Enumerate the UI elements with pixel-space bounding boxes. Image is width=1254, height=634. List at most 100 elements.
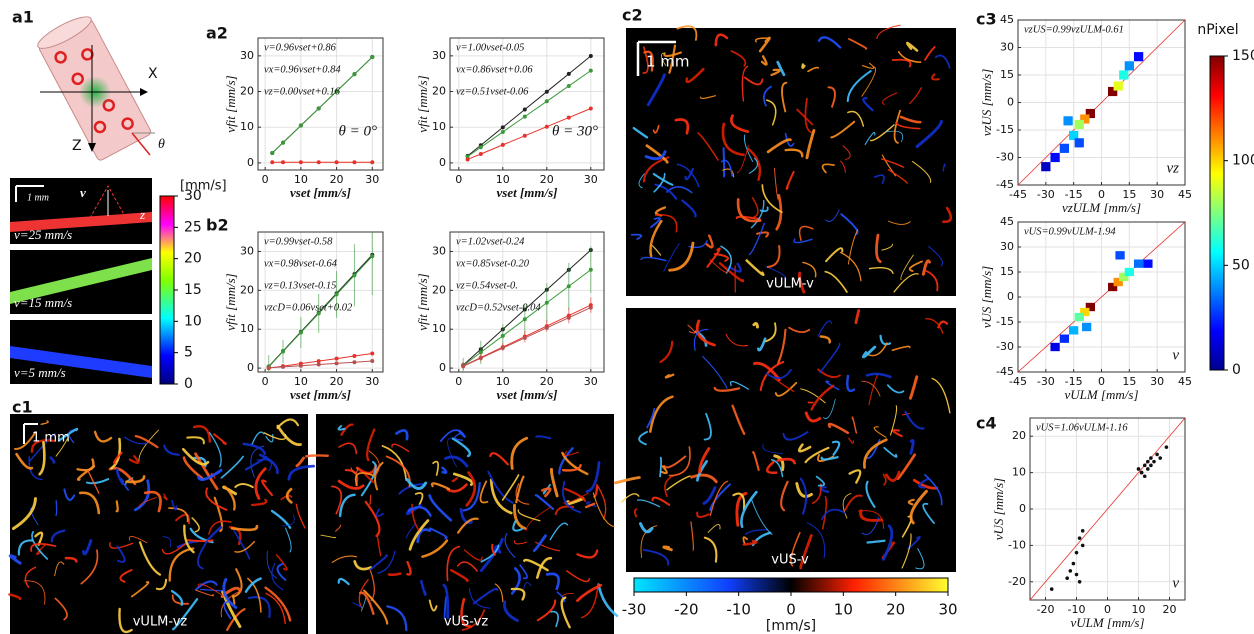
colorbar-tick-label: 150 <box>1232 48 1254 64</box>
point <box>281 160 285 164</box>
x-axis-label: vset [mm/s] <box>290 185 351 200</box>
colorbar-tick-label: -10 <box>726 601 751 619</box>
x-tick-label: 0 <box>262 173 269 186</box>
y-tick-label: 45 <box>1000 215 1014 228</box>
figure: a1 a2 b1 b2 c1 c2 c3 c4 X Z θ <box>0 0 1254 634</box>
colorbar-tick-label: 20 <box>886 601 905 619</box>
point <box>523 115 527 119</box>
annotation: vx=0.86vset+0.06 <box>456 64 533 75</box>
heat-cell <box>1069 326 1078 334</box>
point <box>545 90 549 94</box>
x-axis-label: vULM [mm/s] <box>1070 615 1144 630</box>
y-axis-label: vfit [mm/s] <box>415 75 430 132</box>
annotation: vz=0.13vset-0.15 <box>264 280 336 291</box>
vessel <box>117 501 118 511</box>
point <box>1146 460 1150 464</box>
colorbar-label: [mm/s] <box>766 618 816 634</box>
point <box>501 346 505 350</box>
annotation: vz=0.51vset-0.06 <box>456 86 529 97</box>
x-tick-label: 0 <box>455 375 462 388</box>
point <box>299 330 303 334</box>
heat-cell <box>1060 144 1069 153</box>
point <box>1158 456 1162 460</box>
x-tick-label: 45 <box>1178 375 1192 388</box>
caption: vULM-v <box>766 277 814 292</box>
plot-area <box>450 38 604 170</box>
axis-label: X <box>148 66 158 82</box>
annotation: vx=0.96vset+0.84 <box>264 64 341 75</box>
x-axis-label: vset [mm/s] <box>290 387 351 402</box>
point <box>501 334 505 338</box>
y-tick-label: 0 <box>247 361 254 374</box>
colorbar-tick-label: 15 <box>184 282 202 298</box>
scale-label: 1 mm <box>32 431 70 446</box>
heat-cell <box>1050 343 1059 351</box>
y-tick-label: -10 <box>1008 538 1026 551</box>
point <box>370 352 374 356</box>
colorbar-tick-label: 0 <box>786 601 796 619</box>
y-tick-label: 20 <box>240 85 254 98</box>
y-tick-label: 0 <box>1019 502 1026 515</box>
plot-area <box>258 38 383 170</box>
point <box>1140 471 1144 475</box>
point <box>317 359 321 363</box>
b1-strips: 1 mm v z v=25 mm/s v=15 mm/s v=5 mm/s <box>10 178 152 384</box>
y-axis-label: vzUS [mm/s] <box>979 69 994 137</box>
y-tick-label: 20 <box>240 283 254 296</box>
point <box>1072 562 1076 566</box>
x-tick-label: 30 <box>365 375 379 388</box>
scale-label: 1 mm <box>27 192 49 203</box>
point <box>589 306 593 310</box>
point <box>270 151 274 155</box>
point <box>523 108 527 112</box>
colorbar-tick-label: 0 <box>1232 362 1241 378</box>
panel-label: c4 <box>976 414 997 433</box>
point <box>567 284 571 288</box>
y-tick-label: 0 <box>247 156 254 169</box>
note: vz <box>1167 160 1180 176</box>
note: θ = 0° <box>339 123 378 139</box>
point <box>1149 464 1153 468</box>
y-tick-label: 20 <box>432 85 446 98</box>
x-tick-label: 45 <box>1178 188 1192 201</box>
colorbar-tick-label: 50 <box>1232 257 1250 273</box>
panel-label: a2 <box>206 24 228 43</box>
point <box>545 99 549 103</box>
point <box>352 354 356 358</box>
colorbar-tick-label: 0 <box>184 376 193 392</box>
x-axis-label: vset [mm/s] <box>496 387 557 402</box>
heat-cell <box>1063 116 1072 125</box>
x-tick-label: 0 <box>262 375 269 388</box>
annotation: vz=0.00vset+0.16 <box>264 86 341 97</box>
point <box>1069 569 1073 573</box>
point <box>1050 587 1054 591</box>
panel-label: b2 <box>206 216 229 235</box>
point <box>1143 464 1147 468</box>
x-tick-label: 30 <box>1150 188 1164 201</box>
x-axis-label: vzULM [mm/s] <box>1062 200 1141 215</box>
panel-label: c2 <box>622 6 643 25</box>
y-tick-label: 10 <box>240 322 254 335</box>
point <box>589 106 593 110</box>
y-tick-label: 10 <box>1012 466 1026 479</box>
x-tick-label: 0 <box>455 173 462 186</box>
y-tick-label: 30 <box>432 244 446 257</box>
point <box>370 55 374 59</box>
y-tick-label: 30 <box>1000 41 1014 54</box>
y-axis-label: vfit [mm/s] <box>415 273 430 330</box>
y-tick-label: 15 <box>1000 265 1014 278</box>
y-tick-label: 10 <box>432 120 446 133</box>
point <box>589 268 593 272</box>
point <box>501 125 505 129</box>
y-tick-label: 0 <box>1007 96 1014 109</box>
heat-cell <box>1134 52 1143 61</box>
point <box>567 316 571 320</box>
point <box>1065 576 1069 580</box>
y-tick-label: 45 <box>1000 13 1014 26</box>
y-tick-label: 30 <box>1000 240 1014 253</box>
colorbar-tick-label: 10 <box>184 313 202 329</box>
y-axis-label: vUS [mm/s] <box>979 266 994 328</box>
y-tick-label: 20 <box>1012 429 1026 442</box>
point <box>523 336 527 340</box>
strip-label: v=15 mm/s <box>14 295 72 310</box>
